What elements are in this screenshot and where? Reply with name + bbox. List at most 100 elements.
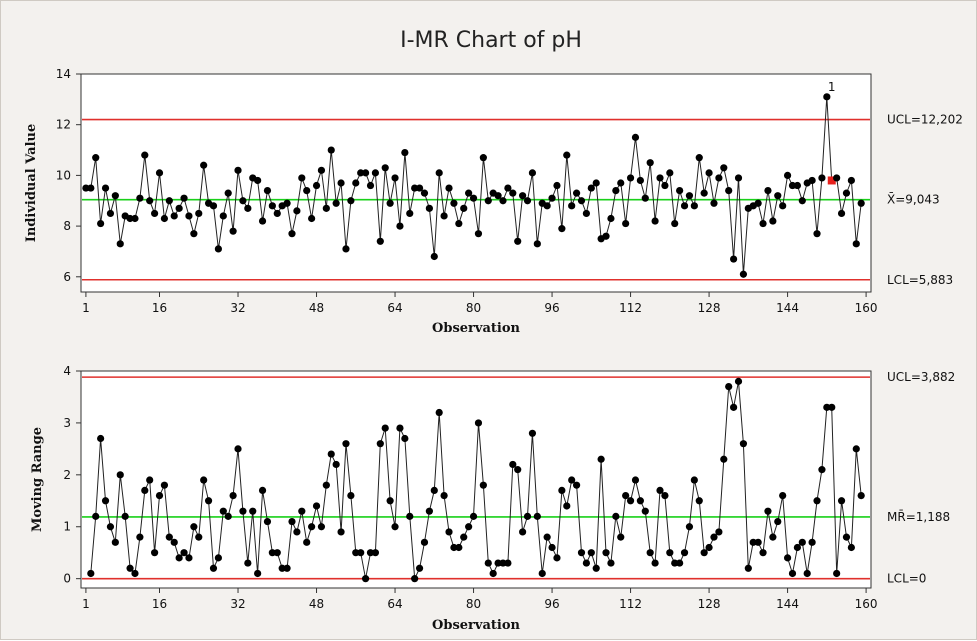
data-point (465, 189, 473, 197)
data-point (469, 512, 478, 520)
data-point (268, 202, 276, 210)
data-point (204, 497, 213, 505)
data-point (308, 523, 316, 531)
ucl-label: UCL=3,882 (887, 370, 955, 384)
data-point (386, 199, 394, 207)
data-point (126, 564, 134, 572)
data-point (656, 174, 664, 182)
data-point (435, 169, 443, 177)
data-point (636, 176, 644, 185)
data-point (420, 189, 429, 197)
data-point (312, 181, 321, 190)
data-point (455, 219, 463, 228)
data-point (631, 133, 640, 141)
data-point (661, 491, 669, 500)
data-point (813, 230, 821, 238)
data-point (769, 533, 777, 541)
x-tick-label: 48 (309, 301, 324, 315)
x-tick-label: 32 (230, 597, 245, 611)
data-point (469, 194, 478, 202)
data-point (219, 507, 227, 515)
data-point (209, 564, 218, 572)
data-point (298, 507, 306, 515)
data-point (106, 209, 115, 218)
data-point (337, 528, 345, 536)
x-tick-label: 96 (544, 597, 559, 611)
x-tick-label: 80 (466, 301, 481, 315)
data-point (587, 549, 595, 557)
data-point (631, 476, 640, 484)
data-point (435, 408, 443, 417)
data-point (499, 197, 507, 205)
data-point (396, 222, 404, 230)
data-point (690, 202, 698, 210)
data-point (519, 192, 527, 200)
data-point (489, 569, 497, 578)
data-point (783, 171, 792, 179)
data-point (484, 559, 492, 567)
data-point (347, 197, 355, 205)
data-point (430, 486, 438, 495)
data-point (440, 491, 448, 500)
data-point (401, 434, 409, 443)
data-point (87, 569, 95, 578)
data-point (607, 214, 615, 223)
x-tick-label: 112 (619, 301, 642, 315)
data-point (322, 481, 330, 489)
data-point (852, 240, 860, 248)
data-point (366, 181, 375, 190)
data-point (833, 174, 841, 182)
data-point (361, 169, 370, 177)
data-point (744, 564, 752, 572)
data-point (676, 187, 684, 195)
data-point (244, 204, 252, 212)
data-point (568, 202, 576, 210)
data-point (160, 481, 169, 489)
y-tick-label: 2 (63, 468, 71, 482)
data-point (420, 538, 429, 546)
individual-value-panel: 6 8 10 12 14 1 16 32 48 64 80 96 112 128 144 160 Observa… (24, 67, 963, 336)
data-point (754, 538, 762, 546)
data-point (725, 382, 733, 391)
data-point (371, 169, 380, 177)
data-point (779, 202, 787, 210)
x-axis-label: Observation (432, 321, 520, 336)
data-point (214, 554, 222, 562)
data-point (391, 523, 399, 531)
data-point (793, 543, 801, 552)
x-tick-label: 64 (387, 301, 402, 315)
data-point (597, 455, 605, 463)
data-point (548, 194, 556, 202)
data-point (146, 197, 154, 205)
data-point (543, 533, 551, 541)
data-point (288, 517, 296, 526)
data-point (258, 486, 267, 495)
data-point (342, 245, 350, 253)
data-point (700, 549, 708, 557)
data-point (803, 569, 811, 578)
x-tick-label: 64 (387, 597, 402, 611)
data-point (195, 209, 203, 218)
y-tick-label: 14 (56, 67, 71, 81)
data-point (764, 507, 772, 515)
data-point (165, 533, 173, 541)
data-point (440, 212, 448, 220)
data-point (450, 199, 458, 207)
data-point (553, 554, 561, 562)
data-point (533, 240, 541, 248)
data-point (337, 179, 345, 187)
x-tick-label: 144 (776, 597, 799, 611)
data-point (690, 476, 698, 484)
y-tick-label: 8 (63, 219, 71, 233)
data-point (151, 209, 159, 218)
data-point (577, 197, 586, 205)
data-point (249, 507, 257, 515)
data-point (857, 199, 865, 207)
data-point (101, 497, 110, 505)
data-point (136, 533, 144, 541)
data-point (303, 538, 311, 546)
data-point (425, 204, 433, 212)
data-point (671, 219, 679, 228)
data-point (700, 189, 708, 197)
